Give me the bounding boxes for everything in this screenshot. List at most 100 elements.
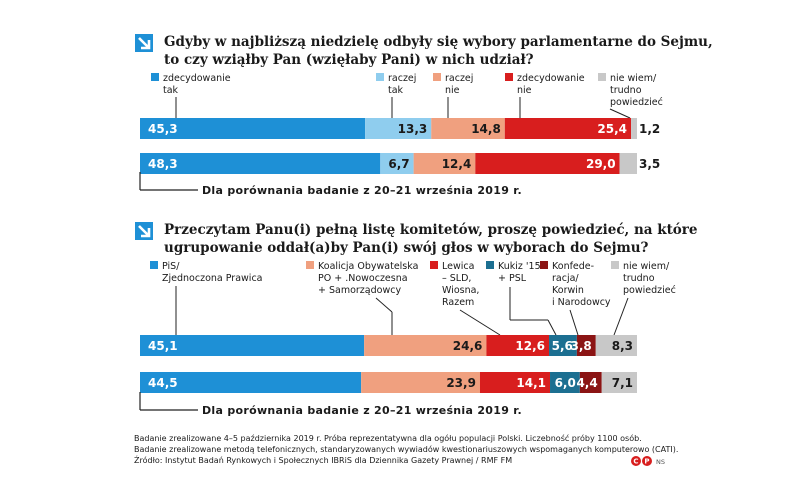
bar-value-label: 45,3: [148, 122, 178, 136]
bar-value-label: 12,4: [442, 157, 472, 171]
bar-segment: [619, 153, 637, 174]
legend-swatch: [611, 261, 619, 269]
question-2-line-1: Przeczytam Panu(i) pełną listę komitetów…: [164, 222, 698, 238]
legend-label: trudno: [623, 273, 655, 284]
legend-label: i Narodowcy: [552, 297, 611, 308]
legend-label: Kukiz '15: [498, 261, 541, 272]
legend-label: zdecydowanie: [517, 73, 585, 84]
bar-segment: [431, 118, 505, 139]
legend-label: zdecydowanie: [163, 73, 231, 84]
legend-label: raczej: [445, 73, 473, 84]
bar-value-label: 4,4: [576, 376, 597, 390]
question-2-line-2: ugrupowanie oddał(a)by Pan(i) swój głos …: [164, 240, 649, 256]
bar-value-label: 1,2: [639, 122, 660, 136]
legend-swatch: [486, 261, 494, 269]
question-1-line-1: Gdyby w najbliższą niedzielę odbyły się …: [164, 34, 713, 50]
legend-label: PiS/: [162, 261, 180, 272]
legend-label: nie wiem/: [610, 73, 657, 84]
badge-letter: P: [644, 458, 649, 466]
leader-lines-1: [175, 97, 631, 119]
legend-label: Razem: [442, 297, 474, 308]
legend-swatch: [306, 261, 314, 269]
bar-value-label: 7,1: [612, 376, 633, 390]
legend-label: Koalicja Obywatelska: [318, 261, 418, 272]
bar-segment: [140, 372, 362, 393]
bar-value-label: 24,6: [453, 339, 483, 353]
leader-lines-2: [175, 286, 629, 336]
legend-swatch: [540, 261, 548, 269]
footer-line-2: Badanie zrealizowane metodą telefoniczny…: [134, 444, 678, 454]
bar-segment: [579, 372, 602, 393]
legend-swatch: [430, 261, 438, 269]
bar-segment: [576, 335, 596, 356]
legend-label: PO + .Nowoczesna: [318, 273, 408, 284]
comparison-note-2: Dla porównania badanie z 20–21 września …: [202, 404, 522, 417]
bar-segment: [631, 118, 637, 139]
bar-value-label: 8,3: [612, 339, 633, 353]
legend-label: + Samorządowcy: [318, 285, 401, 296]
legend-swatch: [376, 73, 384, 81]
bar-segment: [595, 335, 637, 356]
legend-label: powiedzieć: [610, 97, 663, 108]
legend-label: raczej: [388, 73, 416, 84]
legend-label: racja/: [552, 273, 579, 284]
bar-value-label: 14,8: [471, 122, 501, 136]
copyright-badge: C P: [631, 456, 652, 466]
bar-segment: [361, 372, 480, 393]
question-1-line-2: to czy wziąłby Pan (wzięłaby Pani) w nic…: [164, 52, 534, 68]
bar-value-label: 14,1: [516, 376, 546, 390]
footer-line-1: Badanie zrealizowane 4–5 października 20…: [134, 433, 642, 443]
bar-value-label: 13,3: [398, 122, 428, 136]
legend-2: PiS/ Zjednoczona Prawica Koalicja Obywat…: [150, 261, 676, 308]
legend-swatch: [505, 73, 513, 81]
legend-swatch: [598, 73, 606, 81]
legend-label: powiedzieć: [623, 285, 676, 296]
bar-value-label: 44,5: [148, 376, 178, 390]
legend-label: + PSL: [498, 273, 527, 284]
bar-segment: [504, 118, 632, 139]
bar-value-label: 45,1: [148, 339, 178, 353]
legend-label: Wiosna,: [442, 285, 479, 296]
bar-segment: [549, 335, 577, 356]
bar-value-label: 5,6: [552, 339, 573, 353]
legend-label: tak: [388, 85, 404, 96]
legend-label: nie: [445, 85, 460, 96]
bar-segment: [479, 372, 551, 393]
bar-segment: [364, 335, 487, 356]
legend-label: nie wiem/: [623, 261, 670, 272]
bar-segment: [601, 372, 637, 393]
legend-label: tak: [163, 85, 179, 96]
legend-1: zdecydowanie tak raczej tak raczej nie z…: [151, 73, 663, 108]
legend-label: Lewica: [442, 261, 474, 272]
legend-swatch: [151, 73, 159, 81]
comparison-note-1: Dla porównania badanie z 20–21 września …: [202, 184, 522, 197]
legend-label: Korwin: [552, 285, 584, 296]
legend-label: Konfede-: [552, 261, 594, 272]
bar-chart-2: 45,1 24,6 12,6 5,63,8 8,3 44,5 23,9 14,1 6,0 4,4 7…: [140, 335, 637, 393]
bar-segment: [475, 153, 620, 174]
author-initials: NS: [656, 458, 665, 466]
bar-value-label: 25,4: [597, 122, 627, 136]
bar-value-label: 48,3: [148, 157, 178, 171]
bar-segment: [550, 372, 580, 393]
bar-value-label: 12,6: [515, 339, 545, 353]
bar-chart-1: 45,3 13,3 14,8 25,4 1,2 48,3 6,7 12,4 29,0 3,5: [140, 118, 660, 174]
legend-label: – SLD,: [442, 273, 471, 284]
legend-swatch: [150, 261, 158, 269]
bar-segment: [140, 335, 365, 356]
bar-value-label: 3,5: [639, 157, 660, 171]
legend-label: Zjednoczona Prawica: [162, 273, 262, 284]
arrow-down-right-icon: [135, 222, 153, 240]
bar-segment: [486, 335, 550, 356]
bar-value-label: 3,8: [570, 339, 591, 353]
bar-value-label: 29,0: [586, 157, 616, 171]
badge-letter: C: [633, 458, 638, 466]
arrow-down-right-icon: [135, 34, 153, 52]
legend-swatch: [433, 73, 441, 81]
bar-value-label: 6,0: [555, 376, 576, 390]
bar-segment: [365, 118, 432, 139]
legend-label: nie: [517, 85, 532, 96]
footer-line-3: Źródło: Instytut Badań Rynkowych i Społe…: [134, 454, 512, 465]
bar-segment: [380, 153, 414, 174]
